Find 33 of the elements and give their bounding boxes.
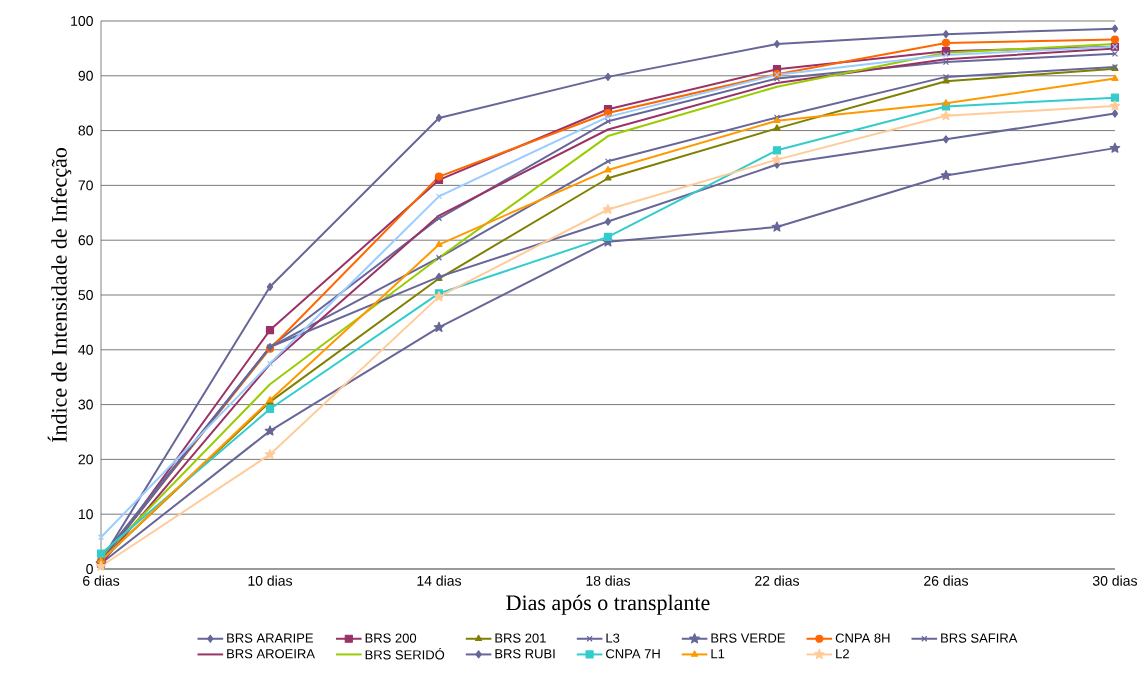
legend-label: BRS 201	[495, 633, 546, 643]
y-tick-label: 80	[78, 125, 93, 136]
legend-label: BRS SAFIRA	[941, 633, 1018, 643]
x-axis-title: Dias após o transplante	[506, 594, 710, 615]
legend-label: BRS VERDE	[711, 633, 785, 643]
legend-label: L2	[836, 649, 849, 659]
legend-label: BRS SERIDÓ	[365, 648, 445, 660]
x-tick-label: 30 dias	[1092, 575, 1137, 586]
legend-label: BRS RUBI	[495, 649, 555, 659]
x-tick-label: 10 dias	[248, 575, 293, 586]
y-tick-label: 30	[78, 399, 93, 410]
legend-label: BRS ARARIPE	[227, 633, 313, 643]
y-tick-label: 60	[78, 235, 93, 246]
y-tick-label: 50	[78, 290, 93, 300]
legend-label: CNPA 7H	[606, 649, 660, 659]
legend-label: L1	[711, 649, 725, 659]
y-tick-label: 20	[78, 454, 93, 465]
y-tick-label: 90	[78, 70, 93, 81]
legend-label: BRS AROEIRA	[227, 649, 315, 659]
y-tick-label: 0	[86, 564, 93, 574]
y-tick-label: 40	[78, 344, 93, 355]
x-tick-label: 18 dias	[586, 575, 631, 586]
x-tick-label: 22 dias	[755, 575, 800, 586]
x-tick-label: 6 dias	[83, 575, 120, 586]
legend-label: BRS 200	[365, 633, 417, 643]
y-tick-label: 70	[78, 180, 93, 191]
y-tick-label: 10	[78, 509, 93, 520]
legend-label: L3	[606, 633, 620, 643]
x-tick-label: 26 dias	[924, 575, 968, 586]
legend-label: CNPA 8H	[835, 633, 890, 643]
y-axis-title: Índice de Intensidade de Infecção	[47, 148, 72, 442]
y-tick-label: 100	[71, 16, 93, 26]
x-tick-label: 14 dias	[417, 575, 462, 586]
